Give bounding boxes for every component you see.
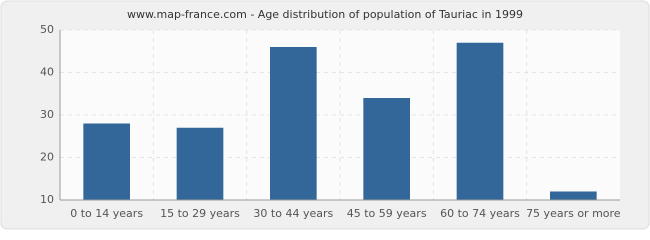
bar bbox=[270, 47, 317, 200]
x-tick-label: 75 years or more bbox=[526, 207, 621, 220]
x-tick-label: 45 to 59 years bbox=[347, 207, 427, 220]
x-tick-label: 0 to 14 years bbox=[70, 207, 143, 220]
y-tick-label: 10 bbox=[40, 193, 54, 206]
y-tick-label: 40 bbox=[40, 66, 54, 79]
y-tick-label: 50 bbox=[40, 23, 54, 36]
x-tick-label: 60 to 74 years bbox=[440, 207, 520, 220]
bar bbox=[550, 191, 597, 200]
chart: www.map-france.com - Age distribution of… bbox=[0, 0, 650, 230]
y-tick-label: 20 bbox=[40, 151, 54, 164]
x-tick-label: 30 to 44 years bbox=[253, 207, 333, 220]
x-tick-label: 15 to 29 years bbox=[160, 207, 240, 220]
bar bbox=[456, 42, 504, 200]
bar bbox=[176, 127, 224, 200]
chart-title: www.map-france.com - Age distribution of… bbox=[127, 8, 523, 21]
y-tick-label: 30 bbox=[40, 108, 54, 121]
bar bbox=[83, 123, 130, 200]
bar bbox=[363, 98, 410, 200]
